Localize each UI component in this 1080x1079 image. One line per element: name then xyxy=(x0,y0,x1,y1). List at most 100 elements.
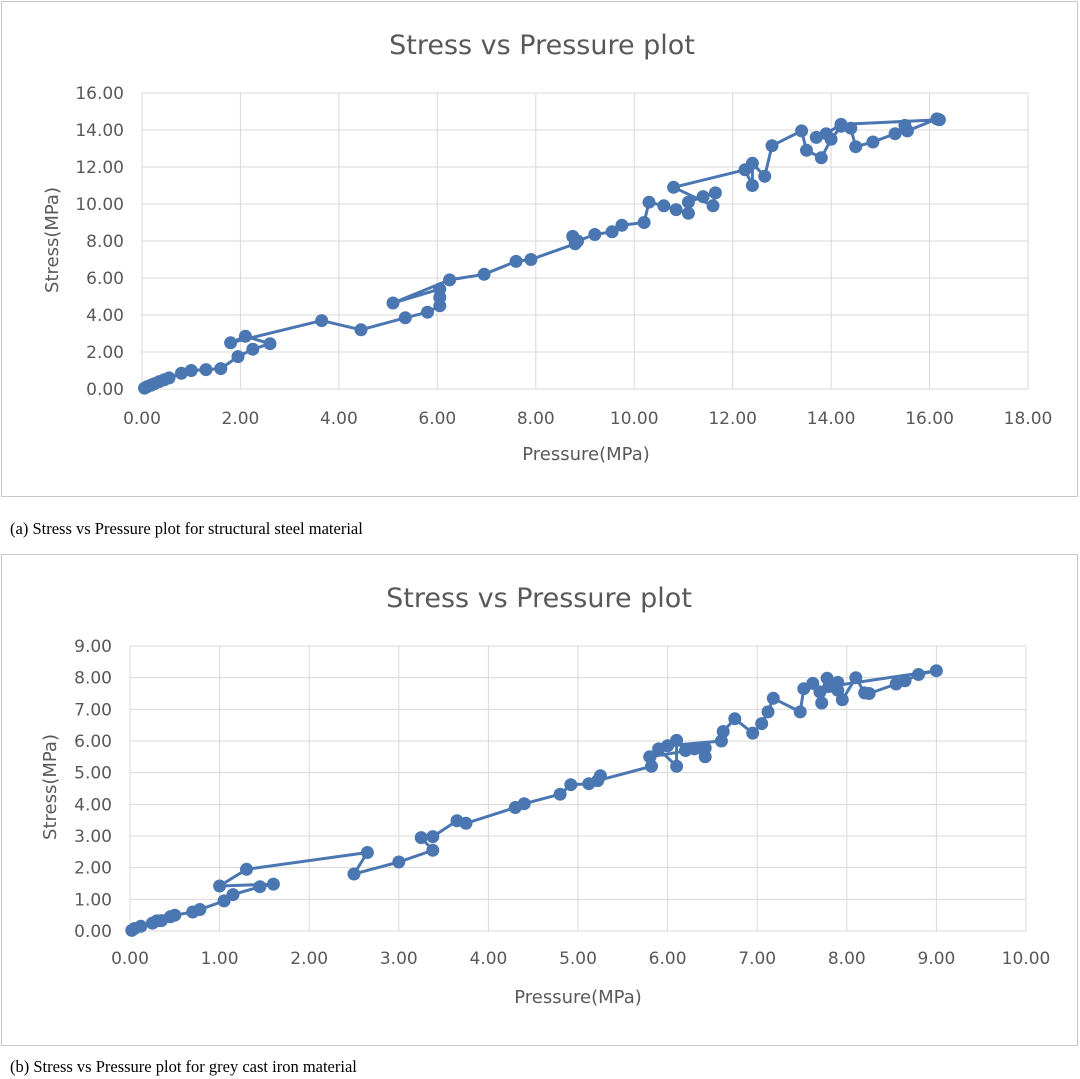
y-axis-label: Stress(MPa) xyxy=(42,187,63,293)
data-point xyxy=(765,139,779,153)
data-point xyxy=(795,124,809,138)
figure-caption-b: (b) Stress vs Pressure plot for grey cas… xyxy=(10,1057,357,1076)
data-point xyxy=(347,867,361,881)
data-point xyxy=(667,180,681,194)
y-tick-label: 12.00 xyxy=(75,158,124,178)
data-point xyxy=(657,199,671,213)
data-point xyxy=(199,363,213,377)
data-point xyxy=(643,750,657,764)
data-point xyxy=(862,687,876,700)
data-point xyxy=(688,742,701,756)
stress-pressure-chart-b: Stress vs Pressure plot 0.00 1.00 2.00 3.00… xyxy=(40,583,1050,1008)
chart-title: Stress vs Pressure plot xyxy=(389,30,695,61)
data-point xyxy=(670,759,684,773)
data-point xyxy=(443,273,457,287)
data-point xyxy=(266,877,280,891)
data-point xyxy=(354,323,368,337)
data-point xyxy=(174,366,188,380)
x-tick-label: 0.00 xyxy=(123,409,161,429)
x-tick-label: 3.00 xyxy=(380,949,418,969)
data-point xyxy=(426,843,440,857)
y-tick-label: 6.00 xyxy=(86,269,124,289)
data-point xyxy=(681,195,695,209)
x-tick-label: 16.00 xyxy=(905,409,954,429)
data-point xyxy=(761,705,775,719)
data-point xyxy=(728,712,742,726)
data-point xyxy=(246,342,260,356)
data-point xyxy=(912,668,925,681)
x-tick-label: 10.00 xyxy=(1002,949,1051,969)
data-point xyxy=(716,725,730,738)
y-tick-label: 3.00 xyxy=(74,827,112,847)
y-tick-label: 0.00 xyxy=(86,380,124,400)
data-point xyxy=(745,156,759,170)
data-point xyxy=(433,282,447,296)
data-point xyxy=(758,169,772,183)
data-point xyxy=(184,364,198,377)
data-point xyxy=(661,739,675,753)
data-point xyxy=(224,336,238,350)
data-point xyxy=(793,705,807,719)
data-point xyxy=(477,267,491,281)
y-tick-label: 1.00 xyxy=(74,890,112,910)
y-tick-label: 4.00 xyxy=(86,306,124,326)
x-tick-label: 4.00 xyxy=(469,949,507,969)
x-tick-label: 4.00 xyxy=(320,409,358,429)
data-series xyxy=(138,112,946,395)
y-tick-label: 6.00 xyxy=(74,732,112,752)
data-point xyxy=(421,305,434,319)
y-tick-label: 14.00 xyxy=(75,121,124,141)
x-axis-label: Pressure(MPa) xyxy=(522,444,650,465)
x-tick-label: 2.00 xyxy=(222,409,260,429)
data-point xyxy=(696,190,710,204)
x-tick-label: 0.00 xyxy=(111,949,149,969)
y-tick-labels: 0.00 1.00 2.00 3.00 4.00 5.00 6.00 7.00 8.00 9.00 xyxy=(74,637,112,942)
data-point xyxy=(849,671,863,685)
data-point xyxy=(238,329,252,343)
data-point xyxy=(637,216,651,229)
data-point xyxy=(168,908,182,922)
data-point xyxy=(398,311,412,325)
y-tick-label: 10.00 xyxy=(75,195,124,215)
data-point xyxy=(571,234,585,248)
x-tick-labels: 0.00 1.00 2.00 3.00 4.00 5.00 6.00 7.00 8.00 9.00… xyxy=(111,949,1050,969)
data-point xyxy=(866,135,880,149)
data-point xyxy=(263,337,277,351)
data-point xyxy=(708,186,722,200)
x-tick-label: 14.00 xyxy=(807,409,856,429)
y-tick-label: 7.00 xyxy=(74,700,112,720)
data-point xyxy=(524,253,538,266)
data-point xyxy=(888,127,902,141)
data-point xyxy=(809,130,823,144)
x-tick-label: 1.00 xyxy=(201,949,239,969)
x-tick-label: 2.00 xyxy=(290,949,328,969)
data-point xyxy=(213,879,227,893)
data-point xyxy=(193,903,207,916)
y-tick-label: 2.00 xyxy=(86,343,124,363)
data-point xyxy=(386,296,400,310)
x-tick-label: 8.00 xyxy=(828,949,866,969)
x-axis-label: Pressure(MPa) xyxy=(514,987,642,1008)
data-point xyxy=(591,774,605,788)
data-point xyxy=(706,199,720,213)
x-tick-label: 10.00 xyxy=(610,409,659,429)
data-point xyxy=(509,254,523,268)
y-tick-label: 8.00 xyxy=(74,669,112,689)
data-point xyxy=(745,179,759,192)
x-tick-label: 5.00 xyxy=(559,949,597,969)
data-point xyxy=(929,664,943,678)
data-point xyxy=(253,880,267,894)
figure-caption-a: (a) Stress vs Pressure plot for structur… xyxy=(10,519,363,538)
data-point xyxy=(932,113,946,127)
data-point xyxy=(834,117,848,131)
data-point xyxy=(900,124,914,138)
data-point xyxy=(849,140,863,154)
data-point xyxy=(898,674,912,688)
grid-lines xyxy=(141,92,1029,390)
y-tick-label: 8.00 xyxy=(86,232,124,252)
chart-title: Stress vs Pressure plot xyxy=(386,583,692,614)
y-tick-label: 0.00 xyxy=(74,922,112,942)
y-axis-label: Stress(MPa) xyxy=(40,734,61,840)
data-point xyxy=(746,726,760,740)
x-tick-label: 6.00 xyxy=(418,409,456,429)
